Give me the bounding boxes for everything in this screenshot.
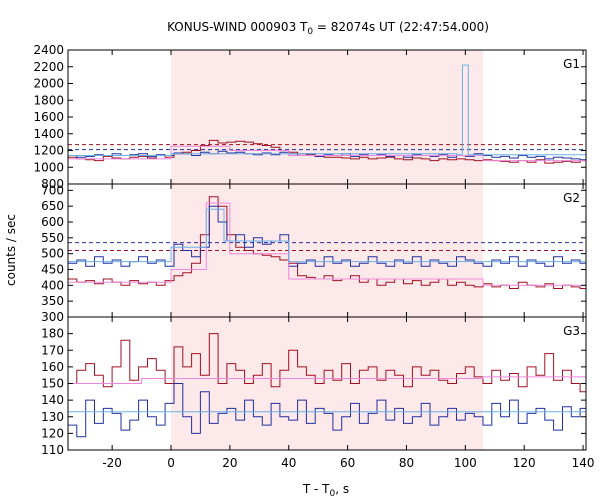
- y-tick-label: 160: [41, 360, 64, 374]
- series-line-1: [68, 333, 586, 393]
- y-tick-label: 170: [41, 343, 64, 357]
- x-tick-label: 60: [340, 456, 355, 470]
- y-tick-label: 1400: [33, 127, 64, 141]
- series-line-3: [68, 202, 586, 286]
- series-line-4: [68, 208, 586, 263]
- y-tick-label: 180: [41, 327, 64, 341]
- y-tick-label: 1800: [33, 93, 64, 107]
- y-tick-label: 1600: [33, 110, 64, 124]
- y-tick-label: 150: [41, 377, 64, 391]
- x-tick-label: -20: [102, 456, 122, 470]
- panel-label: G3: [563, 324, 580, 338]
- y-tick-label: 350: [41, 294, 64, 308]
- y-tick-label: 600: [41, 215, 64, 229]
- y-tick-label: 650: [41, 199, 64, 213]
- x-tick-label: 40: [281, 456, 296, 470]
- y-tick-label: 2000: [33, 77, 64, 91]
- panel-g3: 110 120 130 140 150 160 170 180 G3: [41, 316, 587, 457]
- y-tick-label: 110: [41, 443, 64, 457]
- x-tick-label: 140: [572, 456, 595, 470]
- x-tick-label: 80: [399, 456, 414, 470]
- y-tick-label: 2200: [33, 60, 64, 74]
- y-tick-label: 120: [41, 426, 64, 440]
- series-line-1: [68, 139, 586, 164]
- y-tick-label: 550: [41, 231, 64, 245]
- highlight-band: [171, 50, 483, 184]
- x-tick-label: 120: [513, 456, 536, 470]
- x-tick-label: 100: [454, 456, 477, 470]
- x-axis-title: T - T0, s: [302, 482, 349, 499]
- y-tick-label: 140: [41, 393, 64, 407]
- y-tick-label: 1200: [33, 144, 64, 158]
- y-tick-label: 400: [41, 278, 64, 292]
- series-line-3: [68, 376, 586, 384]
- panel-label: G1: [563, 57, 580, 71]
- y-tick-label: 500: [41, 247, 64, 261]
- panel-label: G2: [563, 191, 580, 205]
- x-tick-label: 20: [222, 456, 237, 470]
- y-tick-label: 2400: [33, 43, 64, 57]
- x-tick-label: 0: [167, 456, 175, 470]
- series-line-2: [68, 383, 586, 438]
- chart-title: KONUS-WIND 000903 T0 = 82074s UT (22:47:…: [167, 20, 489, 37]
- series-line-4: [68, 64, 586, 156]
- y-tick-label: 300: [41, 310, 64, 324]
- panels-group: 80010001200140016001800200022002400G1300…: [33, 43, 594, 470]
- series-line-1: [68, 196, 586, 289]
- y-axis-title: counts / sec: [4, 214, 18, 286]
- y-tick-label: 800: [41, 177, 64, 191]
- y-tick-label: 1000: [33, 160, 64, 174]
- y-tick-label: 450: [41, 263, 64, 277]
- panel-g1: 800 1000 1200 1400 1600 1800 2000 2200 2400 G1: [33, 43, 587, 191]
- series-line-3: [68, 145, 586, 162]
- y-tick-label: 700: [41, 183, 64, 197]
- y-tick-label: 130: [41, 410, 64, 424]
